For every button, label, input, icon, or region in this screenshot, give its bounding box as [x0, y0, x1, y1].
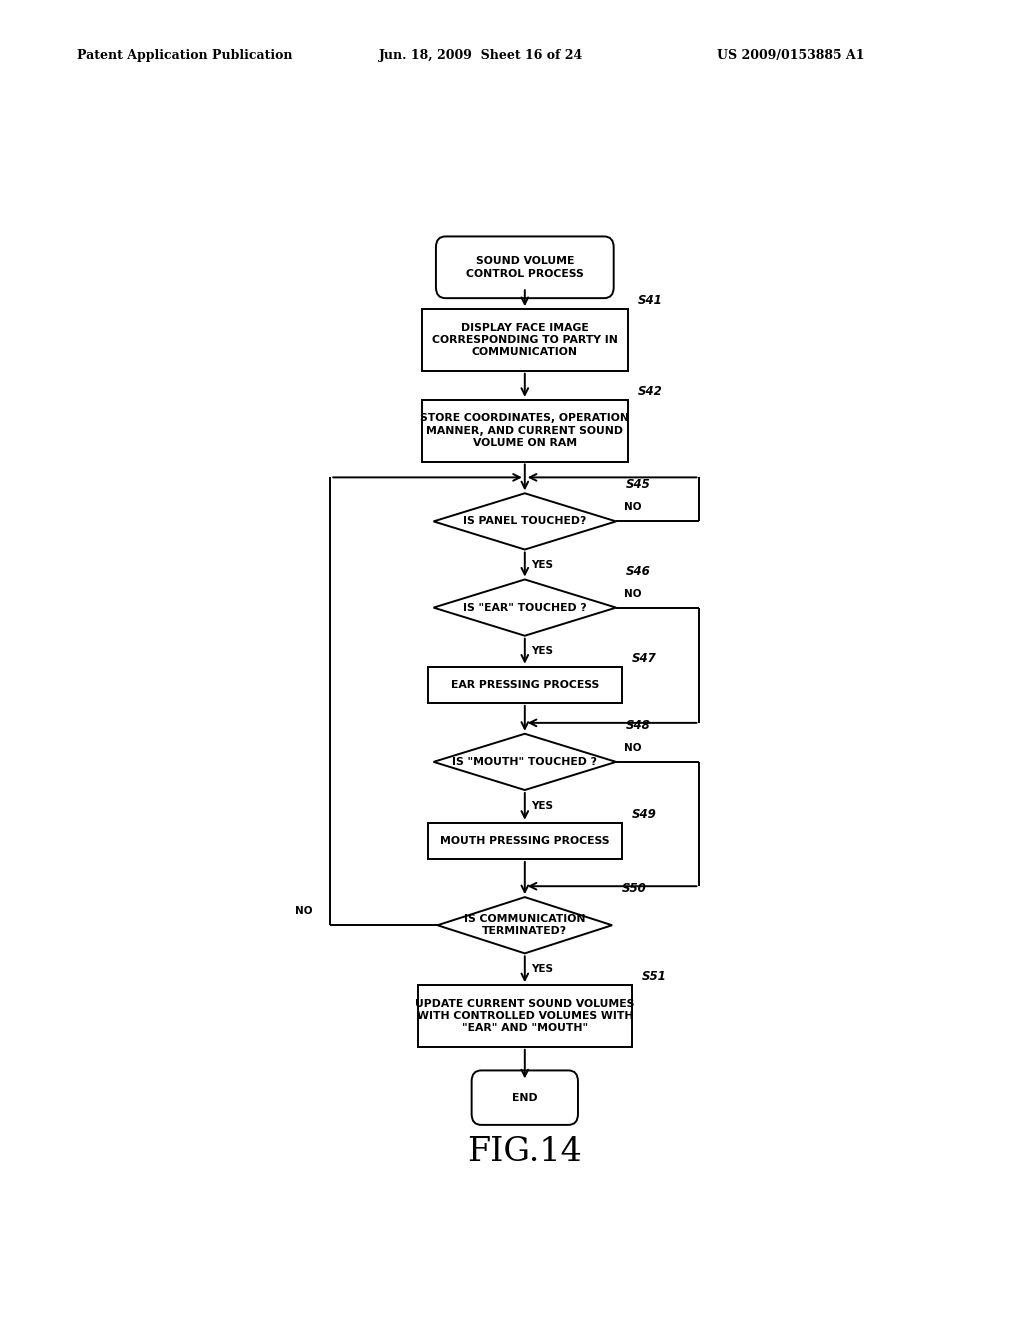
Text: UPDATE CURRENT SOUND VOLUMES
WITH CONTROLLED VOLUMES WITH
"EAR" AND "MOUTH": UPDATE CURRENT SOUND VOLUMES WITH CONTRO…	[415, 999, 635, 1034]
Bar	[428, 822, 622, 859]
Text: S47: S47	[632, 652, 656, 665]
Text: S51: S51	[641, 970, 667, 983]
Text: Patent Application Publication: Patent Application Publication	[77, 49, 292, 62]
Polygon shape	[437, 898, 612, 953]
Text: IS "EAR" TOUCHED ?: IS "EAR" TOUCHED ?	[463, 603, 587, 612]
Text: NO: NO	[624, 743, 641, 752]
Bar	[422, 309, 628, 371]
FancyBboxPatch shape	[472, 1071, 578, 1125]
FancyBboxPatch shape	[436, 236, 613, 298]
Text: S46: S46	[626, 565, 650, 578]
Text: YES: YES	[531, 647, 553, 656]
Text: NO: NO	[295, 906, 312, 916]
Bar	[422, 400, 628, 462]
Text: DISPLAY FACE IMAGE
CORRESPONDING TO PARTY IN
COMMUNICATION: DISPLAY FACE IMAGE CORRESPONDING TO PART…	[432, 322, 617, 358]
Text: EAR PRESSING PROCESS: EAR PRESSING PROCESS	[451, 680, 599, 690]
Text: S48: S48	[626, 719, 650, 731]
Text: S41: S41	[638, 294, 663, 308]
Polygon shape	[433, 494, 616, 549]
Text: NO: NO	[624, 589, 641, 598]
Text: FIG.14: FIG.14	[467, 1137, 583, 1168]
Text: S50: S50	[622, 882, 646, 895]
Text: US 2009/0153885 A1: US 2009/0153885 A1	[717, 49, 864, 62]
Text: IS "MOUTH" TOUCHED ?: IS "MOUTH" TOUCHED ?	[453, 756, 597, 767]
Text: STORE COORDINATES, OPERATION
MANNER, AND CURRENT SOUND
VOLUME ON RAM: STORE COORDINATES, OPERATION MANNER, AND…	[420, 413, 630, 447]
Polygon shape	[433, 579, 616, 636]
Text: Jun. 18, 2009  Sheet 16 of 24: Jun. 18, 2009 Sheet 16 of 24	[379, 49, 583, 62]
Bar	[428, 667, 622, 704]
Text: IS COMMUNICATION
TERMINATED?: IS COMMUNICATION TERMINATED?	[464, 913, 586, 936]
Bar	[418, 985, 632, 1047]
Text: END: END	[512, 1093, 538, 1102]
Text: YES: YES	[531, 801, 553, 812]
Text: S49: S49	[632, 808, 656, 821]
Text: S45: S45	[626, 478, 650, 491]
Text: YES: YES	[531, 560, 553, 569]
Text: YES: YES	[531, 964, 553, 974]
Text: S42: S42	[638, 385, 663, 399]
Text: NO: NO	[624, 503, 641, 512]
Polygon shape	[433, 734, 616, 789]
Text: MOUTH PRESSING PROCESS: MOUTH PRESSING PROCESS	[440, 836, 609, 846]
Text: IS PANEL TOUCHED?: IS PANEL TOUCHED?	[463, 516, 587, 527]
Text: SOUND VOLUME
CONTROL PROCESS: SOUND VOLUME CONTROL PROCESS	[466, 256, 584, 279]
